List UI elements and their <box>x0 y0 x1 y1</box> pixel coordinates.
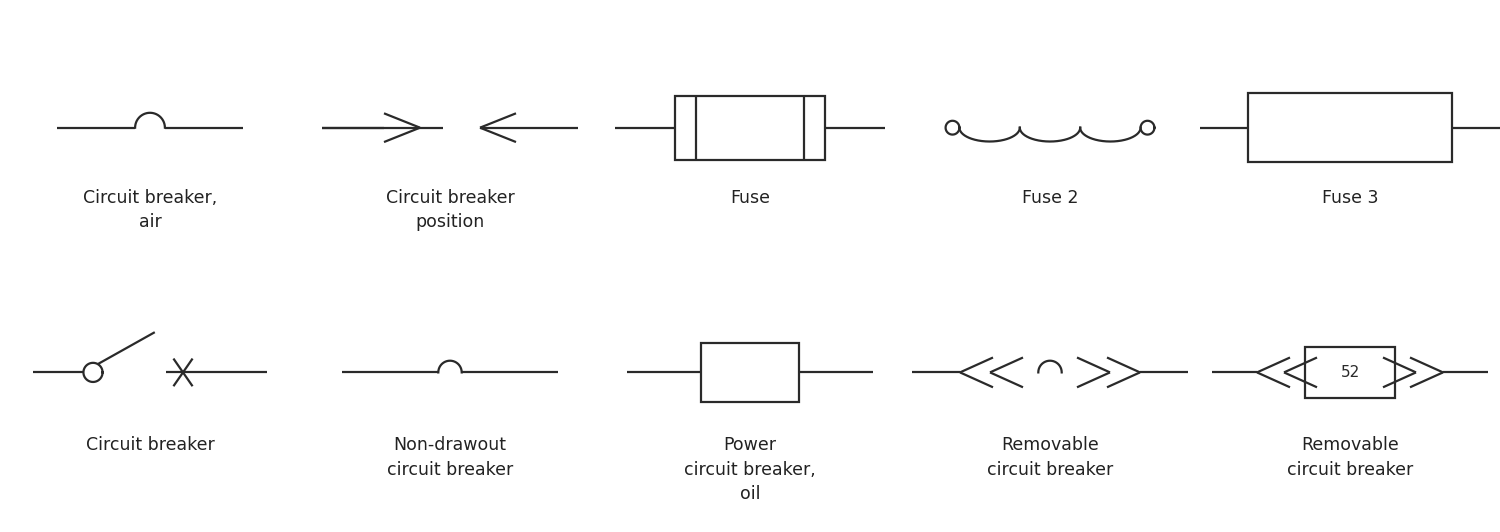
Bar <box>700 343 800 402</box>
Text: Removable
circuit breaker: Removable circuit breaker <box>1287 436 1413 479</box>
Bar <box>675 96 825 160</box>
Text: Fuse 3: Fuse 3 <box>1322 189 1378 207</box>
Text: Circuit breaker,
air: Circuit breaker, air <box>82 189 218 231</box>
Text: Power
circuit breaker,
oil: Power circuit breaker, oil <box>684 436 816 503</box>
Bar <box>1305 347 1395 398</box>
Text: 52: 52 <box>1341 365 1359 380</box>
Text: Removable
circuit breaker: Removable circuit breaker <box>987 436 1113 479</box>
Text: Non-drawout
circuit breaker: Non-drawout circuit breaker <box>387 436 513 479</box>
Bar <box>1248 93 1452 162</box>
Text: Fuse: Fuse <box>730 189 770 207</box>
Text: Circuit breaker: Circuit breaker <box>86 436 214 454</box>
Text: Circuit breaker
position: Circuit breaker position <box>386 189 514 231</box>
Text: Fuse 2: Fuse 2 <box>1022 189 1078 207</box>
